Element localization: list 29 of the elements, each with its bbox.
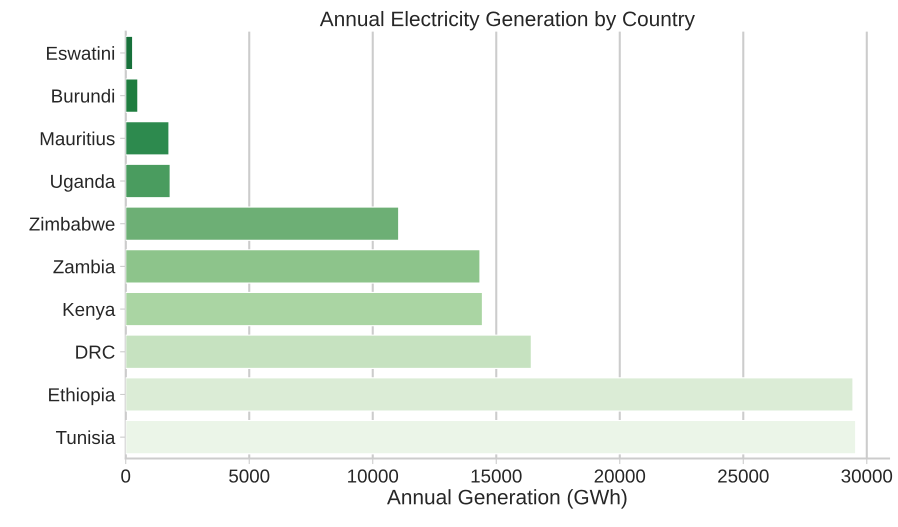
x-tick-label: 30000 [841,469,892,483]
y-tick-label: Zimbabwe [29,216,114,231]
y-tick-label: Kenya [64,302,116,320]
x-tick-label: 10000 [348,469,398,483]
y-tick-label: Mauritius [40,132,115,146]
y-tick-label: Burundi [52,88,114,103]
x-axis-title: Annual Generation (GWh) [386,489,627,509]
y-tick-label: Ethiopia [49,388,116,406]
y-tick-label: Tunisia [56,430,116,444]
chart-title: Annual Electricity Generation by Country [320,10,695,30]
bar [126,78,138,113]
x-tick-label: 0 [121,469,130,483]
x-tick-label: 5000 [229,469,270,483]
bar [126,164,171,198]
bar [126,334,532,369]
y-tick-label: Uganda [51,174,116,192]
bar [126,249,481,284]
y-tick-label: DRC [76,345,115,359]
bar [126,377,854,412]
y-tick-label: Zambia [53,260,116,274]
bar [126,121,170,156]
bar [126,206,400,241]
x-tick-label: 25000 [718,469,769,483]
bar [126,36,134,70]
bar [126,292,483,326]
bar [126,420,856,454]
y-tick-label: Eswatini [47,46,114,60]
x-tick-label: 20000 [594,469,646,483]
x-tick-label: 15000 [472,469,522,483]
